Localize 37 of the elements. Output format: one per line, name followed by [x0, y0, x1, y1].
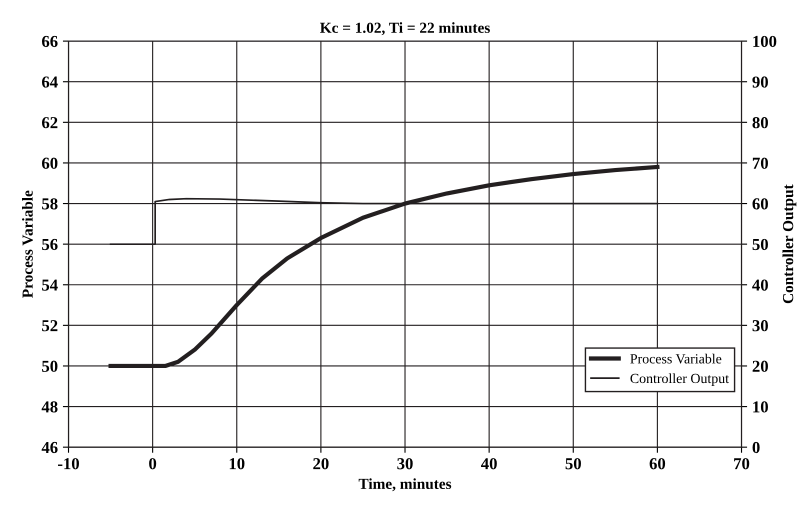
y2-tick-label: 0: [752, 442, 760, 454]
x-tick-label: 10: [230, 458, 244, 470]
y-tick-label: 46: [42, 442, 58, 454]
y-tick-label: 64: [42, 76, 58, 88]
x-tick-label: 20: [313, 458, 329, 470]
y2-tick-label: 10: [753, 401, 768, 413]
x-tick-label: 60: [650, 458, 666, 470]
y-tick-label: 60: [42, 158, 58, 169]
y-tick-label: 66: [42, 36, 58, 48]
chart-title: Kc = 1.02, Ti = 22 minutes: [320, 22, 490, 36]
y-tick-label: 58: [42, 198, 58, 210]
legend-label: Controller Output: [630, 373, 729, 386]
x-tick-label: 40: [481, 458, 497, 470]
legend-label: Process Variable: [630, 354, 722, 364]
y-axis-title: Process Variable: [22, 190, 33, 298]
x-tick-label: 50: [566, 458, 581, 470]
y2-tick-label: 50: [752, 238, 768, 250]
y-tick-label: 50: [42, 360, 58, 372]
y-tick-label: 54: [42, 280, 58, 291]
y-tick-label: 62: [42, 117, 58, 128]
y2-axis-title: Controller Output: [782, 184, 796, 304]
x-tick-label: 30: [397, 458, 413, 470]
y2-tick-label: 20: [752, 360, 768, 372]
y2-tick-label: 30: [752, 320, 768, 332]
y2-tick-label: 80: [752, 117, 768, 128]
y2-tick-label: 90: [752, 76, 768, 88]
y2-tick-label: 40: [752, 279, 768, 291]
y-tick-label: 56: [42, 238, 58, 250]
x-tick-label: -10: [58, 458, 79, 470]
x-axis-title: Time, minutes: [358, 478, 452, 492]
x-tick-label: 70: [734, 458, 750, 470]
y-tick-label: 48: [42, 401, 58, 413]
x-tick-label: 0: [149, 458, 156, 470]
y2-tick-label: 100: [753, 36, 776, 48]
y2-tick-label: 60: [752, 198, 768, 210]
y2-tick-label: 70: [752, 158, 768, 169]
y-tick-label: 52: [42, 320, 58, 332]
